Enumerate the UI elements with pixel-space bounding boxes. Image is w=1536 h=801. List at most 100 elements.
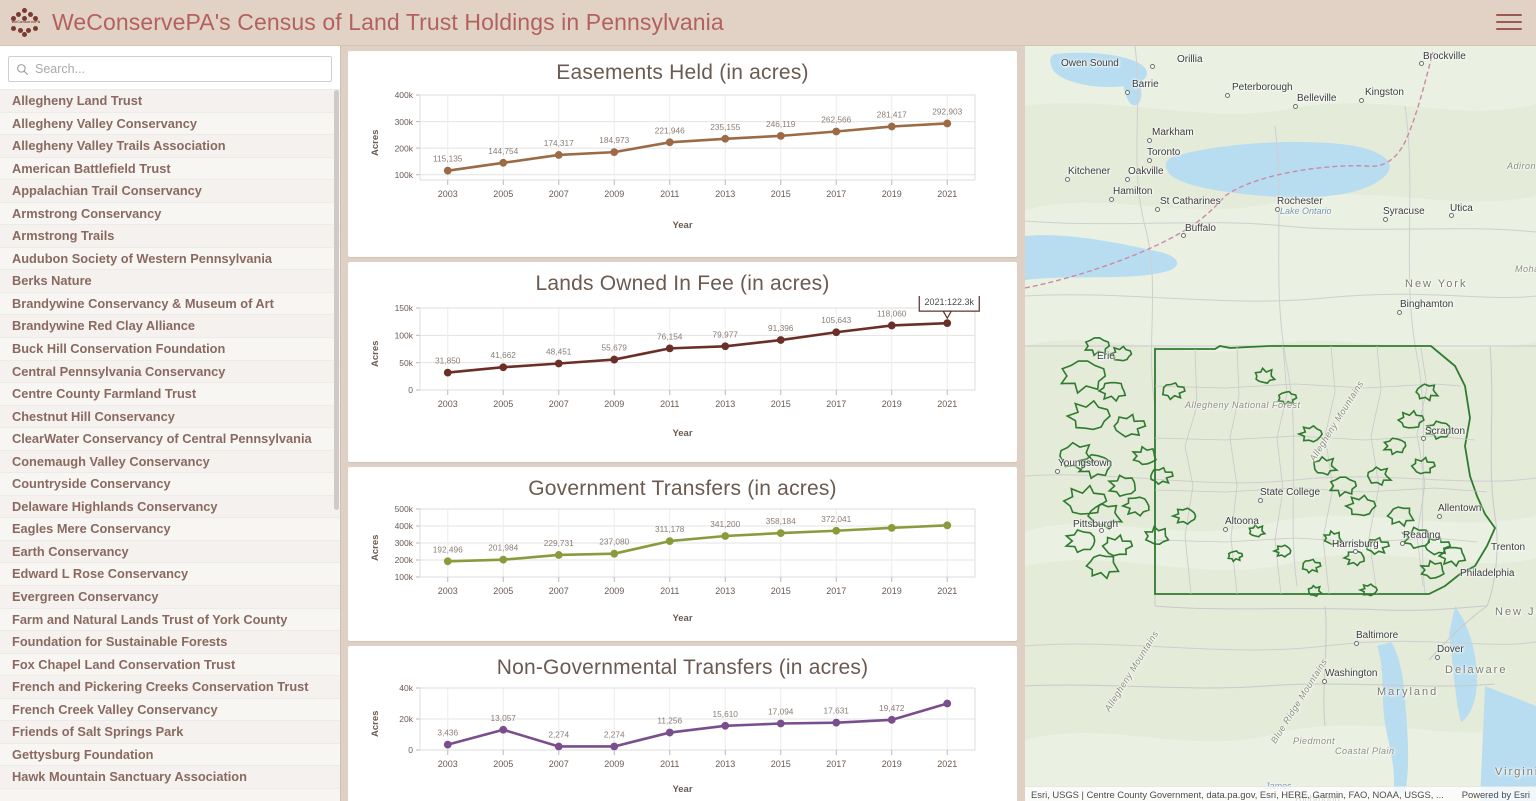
land-trust-holding[interactable] [1365, 536, 1391, 556]
data-point[interactable] [499, 555, 508, 564]
land-trust-holding[interactable] [1101, 533, 1134, 557]
list-item[interactable]: Foundation for Sustainable Forests [0, 631, 340, 654]
land-trust-holding[interactable] [1313, 455, 1339, 476]
data-point[interactable] [665, 728, 674, 737]
land-trust-holding[interactable] [1161, 381, 1186, 401]
list-item[interactable]: Allegheny Valley Trails Association [0, 135, 340, 158]
land-trust-holding[interactable] [1227, 550, 1244, 563]
land-trust-holding[interactable] [1097, 381, 1127, 403]
data-point[interactable] [610, 549, 619, 558]
data-point[interactable] [721, 134, 730, 143]
list-item[interactable]: Buck Hill Conservation Foundation [0, 338, 340, 361]
data-point[interactable] [776, 131, 785, 140]
map-panel[interactable]: Owen Sound Orillia Barrie Peterborough Belle… [1025, 46, 1536, 801]
data-point[interactable] [832, 718, 841, 727]
charts-panel[interactable]: Easements Held (in acres) 100k 200k 300k 400… [345, 46, 1021, 801]
land-trust-holding[interactable] [1077, 453, 1112, 480]
map-canvas[interactable] [1025, 46, 1536, 801]
data-point[interactable] [721, 721, 730, 730]
land-trust-holding[interactable] [1419, 559, 1445, 580]
list-item[interactable]: Berks Nature [0, 270, 340, 293]
data-point[interactable] [943, 521, 952, 530]
data-point[interactable] [443, 557, 452, 566]
plot-area[interactable]: 100k 200k 300k 400k 500k 192,496 2003 201,984 20… [348, 501, 1017, 613]
land-trust-holding[interactable] [1322, 529, 1343, 546]
data-point[interactable] [832, 328, 841, 337]
list-item[interactable]: Brandywine Red Clay Alliance [0, 315, 340, 339]
land-trust-holding[interactable] [1064, 529, 1096, 554]
land-trust-holding[interactable] [1342, 550, 1365, 567]
land-trust-holding[interactable] [1277, 390, 1298, 407]
land-trust-holding[interactable] [1113, 413, 1147, 438]
data-point[interactable] [443, 166, 452, 175]
list-item[interactable]: Allegheny Valley Conservancy [0, 112, 340, 136]
list-item[interactable]: Allegheny Land Trust [0, 90, 340, 113]
land-trust-holding[interactable] [1357, 583, 1379, 597]
land-trust-holding[interactable] [1062, 484, 1108, 515]
data-point[interactable] [554, 359, 563, 368]
plot-area[interactable]: 0 20k 40k 3,436 2003 13,057 2005 2,274 2007 2,274… [348, 680, 1017, 784]
land-trust-holding[interactable] [1386, 506, 1415, 528]
list-item[interactable]: French Creek Valley Conservancy [0, 698, 340, 722]
list-item[interactable]: Farm and Natural Lands Trust of York Cou… [0, 608, 340, 632]
data-point[interactable] [776, 529, 785, 538]
land-trust-holding[interactable] [1120, 496, 1150, 517]
data-point[interactable] [943, 319, 952, 328]
search-input[interactable] [35, 62, 331, 76]
data-point[interactable] [499, 725, 508, 734]
land-trust-holding[interactable] [1108, 345, 1133, 362]
list-item[interactable]: Central Pennsylvania Conservancy [0, 360, 340, 384]
search-box[interactable] [8, 56, 332, 82]
data-point[interactable] [610, 148, 619, 157]
list-item[interactable]: Edward L Rose Conservancy [0, 563, 340, 587]
chart-card[interactable]: Government Transfers (in acres) 100k 200k 3… [348, 467, 1017, 641]
land-trust-holding[interactable] [1085, 554, 1120, 580]
land-trust-holding[interactable] [1271, 544, 1292, 558]
list-item[interactable]: Delaware Highlands Conservancy [0, 495, 340, 519]
land-trust-holding[interactable] [1410, 456, 1436, 475]
land-trust-holding[interactable] [1131, 445, 1158, 466]
data-point[interactable] [610, 355, 619, 364]
data-point[interactable] [943, 119, 952, 128]
data-point[interactable] [499, 363, 508, 372]
data-point[interactable] [887, 715, 896, 724]
list-item[interactable]: American Battlefield Trust [0, 157, 340, 181]
data-point[interactable] [721, 342, 730, 351]
land-trust-holding[interactable] [1149, 466, 1174, 486]
data-point[interactable] [665, 344, 674, 353]
list-item[interactable]: Earth Conservancy [0, 540, 340, 564]
list-item[interactable]: Armstrong Trails [0, 225, 340, 248]
data-point[interactable] [499, 158, 508, 167]
list-scrollbar[interactable] [334, 90, 339, 510]
land-trust-holding[interactable] [1143, 525, 1170, 546]
data-point[interactable] [665, 537, 674, 545]
chart-card[interactable]: Lands Owned In Fee (in acres) 0 50k 100k 150… [348, 262, 1017, 462]
land-trust-holding[interactable] [1248, 523, 1267, 538]
land-trust-holding[interactable] [1107, 474, 1137, 498]
land-trust-list[interactable]: Allegheny Land Trust Allegheny Valley Con… [0, 89, 340, 801]
list-item[interactable]: Conemaugh Valley Conservancy [0, 450, 340, 474]
land-trust-holding[interactable] [1307, 584, 1324, 598]
list-item[interactable]: Centre County Farmland Trust [0, 383, 340, 406]
data-point[interactable] [610, 742, 619, 751]
land-trust-holding[interactable] [1437, 546, 1467, 568]
data-point[interactable] [554, 742, 563, 751]
land-trust-holding[interactable] [1170, 507, 1197, 525]
land-trust-holding[interactable] [1296, 424, 1324, 443]
list-item[interactable]: Fox Chapel Land Conservation Trust [0, 653, 340, 677]
plot-area[interactable]: 100k 200k 300k 400k 115,135 2003 144,754 2005 17… [348, 85, 1017, 220]
data-point[interactable] [776, 336, 785, 344]
hamburger-menu-icon[interactable] [1496, 12, 1522, 32]
land-trust-holding[interactable] [1254, 366, 1277, 385]
land-trust-holding[interactable] [1382, 437, 1407, 456]
data-point[interactable] [887, 122, 896, 131]
list-item[interactable]: Brandywine Conservancy & Museum of Art [0, 292, 340, 316]
land-trust-holding[interactable] [1415, 383, 1440, 402]
data-point[interactable] [832, 526, 841, 535]
list-item[interactable]: Appalachian Trail Conservancy [0, 180, 340, 203]
data-point[interactable] [776, 719, 785, 728]
list-item[interactable]: Countryside Conservancy [0, 473, 340, 496]
land-trust-holding[interactable] [1343, 494, 1377, 517]
land-trust-holding[interactable] [1065, 399, 1111, 431]
chart-card[interactable]: Easements Held (in acres) 100k 200k 300k 400… [348, 51, 1017, 257]
